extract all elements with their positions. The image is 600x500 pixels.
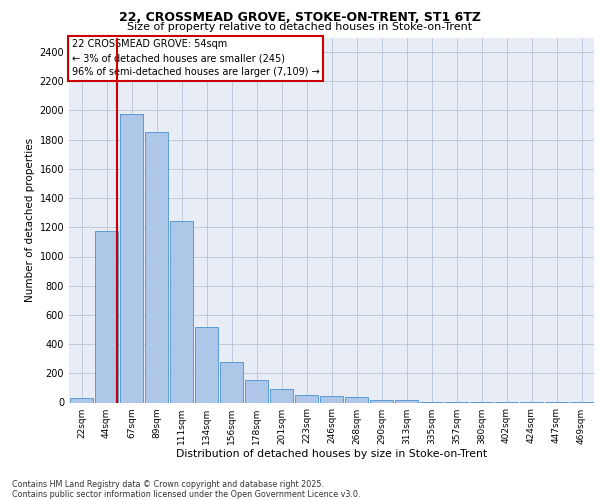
Bar xyxy=(320,396,343,402)
Bar xyxy=(270,390,293,402)
Bar xyxy=(195,328,218,402)
Text: Size of property relative to detached houses in Stoke-on-Trent: Size of property relative to detached ho… xyxy=(127,22,473,32)
Bar xyxy=(395,400,418,402)
Text: Contains HM Land Registry data © Crown copyright and database right 2025.
Contai: Contains HM Land Registry data © Crown c… xyxy=(12,480,361,499)
Bar xyxy=(95,231,118,402)
Bar xyxy=(370,400,393,402)
Text: 22, CROSSMEAD GROVE, STOKE-ON-TRENT, ST1 6TZ: 22, CROSSMEAD GROVE, STOKE-ON-TRENT, ST1… xyxy=(119,11,481,24)
Bar xyxy=(345,398,368,402)
Y-axis label: Number of detached properties: Number of detached properties xyxy=(25,138,35,302)
X-axis label: Distribution of detached houses by size in Stoke-on-Trent: Distribution of detached houses by size … xyxy=(176,450,487,460)
Bar xyxy=(70,398,93,402)
Bar xyxy=(170,222,193,402)
Bar xyxy=(245,380,268,402)
Text: 22 CROSSMEAD GROVE: 54sqm
← 3% of detached houses are smaller (245)
96% of semi-: 22 CROSSMEAD GROVE: 54sqm ← 3% of detach… xyxy=(71,40,319,78)
Bar xyxy=(120,114,143,403)
Bar xyxy=(145,132,168,402)
Bar xyxy=(295,395,318,402)
Bar xyxy=(220,362,243,403)
